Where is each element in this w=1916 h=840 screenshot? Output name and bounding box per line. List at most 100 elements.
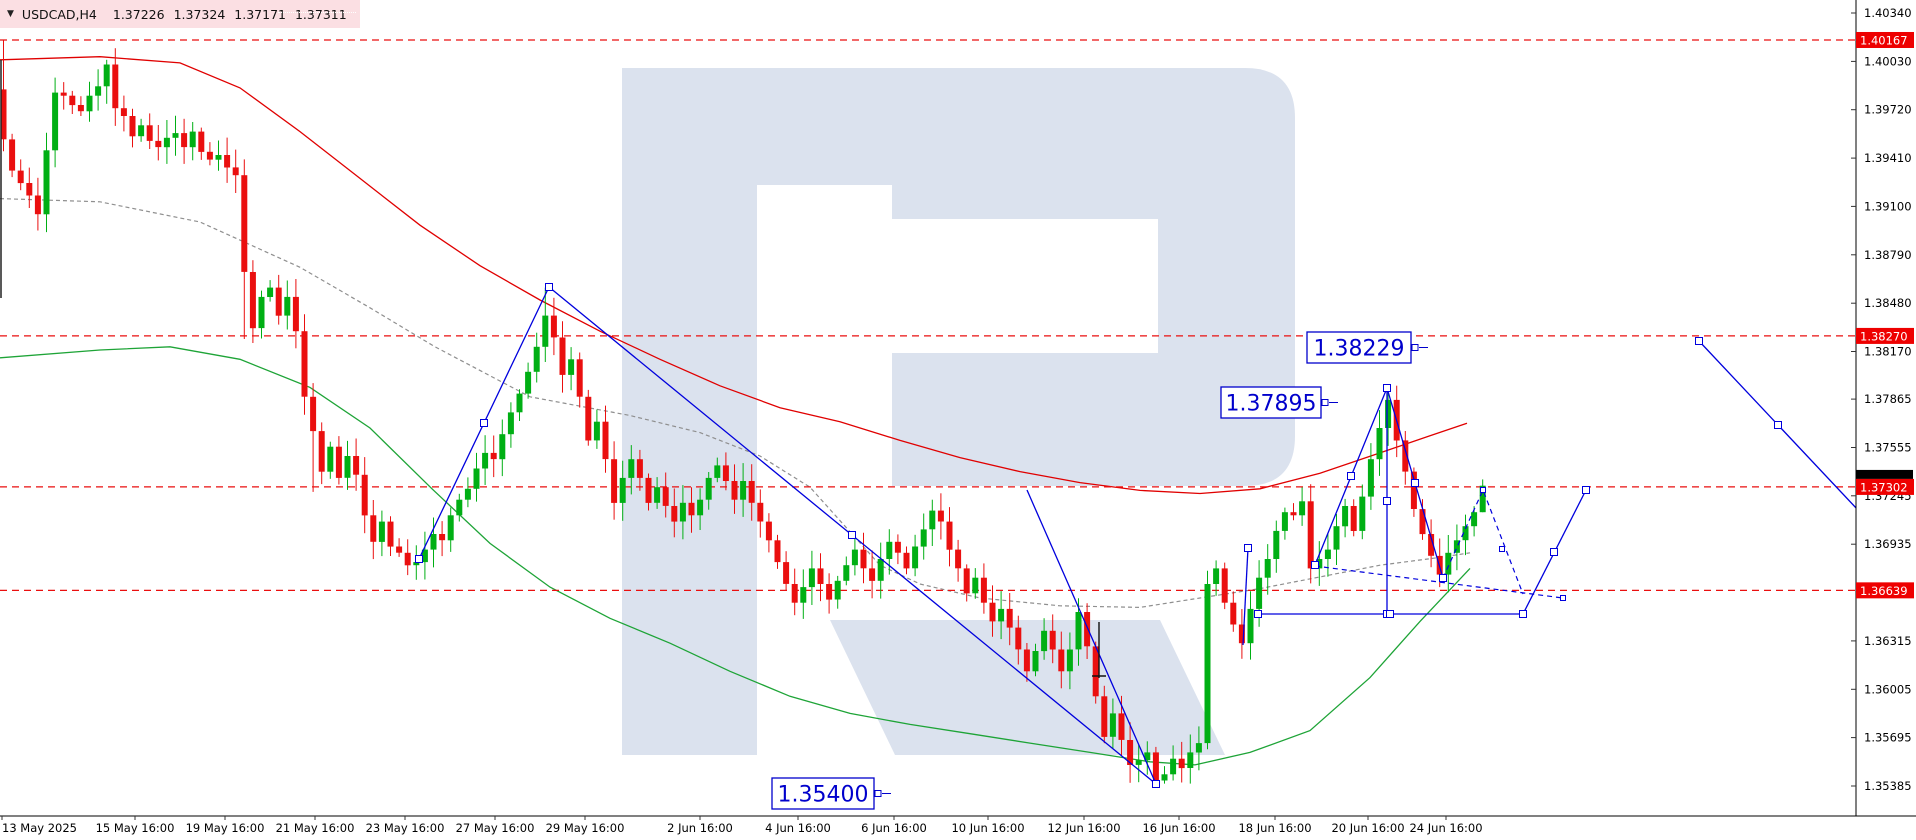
price-levels[interactable] [0,39,1856,592]
candle-body [43,150,50,215]
candle-body [1152,752,1159,781]
drawing-handle[interactable] [1152,780,1160,788]
drawing-handle[interactable] [1550,548,1558,556]
candle-body [740,481,747,500]
drawing-handle[interactable] [1386,610,1394,618]
candle-body [1187,752,1194,768]
drawing-handle[interactable] [1347,472,1355,480]
candle-body [998,608,1005,622]
price-tag-handle[interactable] [1411,344,1419,351]
y-tick-label: 1.35385 [1864,779,1912,793]
ohlc-strip: ▼ USDCAD,H4 1.37226 1.37324 1.37171 1.37… [0,0,360,28]
candle-body [189,131,196,148]
candle-body [198,131,205,152]
candle-body [1256,577,1263,609]
candle-body [1032,651,1039,672]
candles [0,39,1486,784]
candle-body [1299,501,1306,516]
candle-body [1273,530,1280,559]
drawing-handle[interactable] [545,283,553,291]
drawing-handle[interactable] [1774,421,1782,429]
short-line[interactable] [1242,547,1249,646]
candle-body [955,549,962,569]
y-tick-label: 1.36315 [1864,634,1912,648]
x-tick-label: 6 Jun 16:00 [861,821,927,835]
candle-body [1333,526,1340,550]
x-tick-label: 19 May 16:00 [186,821,265,835]
candle-body [1170,758,1177,775]
time-axis[interactable]: 13 May 2025 15 May 16:00 19 May 16:00 21 Ma… [0,815,1916,840]
candle-body [1445,552,1452,575]
candle-body [774,540,781,563]
candle-body [869,568,876,581]
candle-body [679,502,686,522]
candle-body [1238,624,1245,644]
candle-body [1453,540,1460,553]
level-price-badge [1856,478,1914,495]
candle-body [464,488,471,500]
drawing-handle[interactable] [1560,595,1566,601]
candle-body [129,116,136,137]
y-tick-label: 1.37555 [1864,441,1912,455]
watermark-top-bar [757,68,892,185]
candle-body [275,287,282,316]
drawing-handle[interactable] [1499,546,1505,552]
x-tick-label: 29 May 16:00 [546,821,625,835]
watermark-leg [830,620,1225,755]
candle-body [628,459,635,478]
level-price-badge-text: 1.40167 [1860,33,1908,47]
drawing-handle[interactable] [1254,610,1262,618]
price-tag-handle[interactable] [1321,399,1329,406]
drawing-handle[interactable] [1480,487,1486,493]
candle-body [903,552,910,569]
steep-trend-line[interactable] [1026,489,1157,785]
drawing-handle[interactable] [1244,544,1252,552]
candle-body [112,64,119,109]
drawing-handle[interactable] [1311,561,1319,569]
candle-body [181,133,188,148]
candle-body [843,565,850,581]
drawing-handle[interactable] [480,419,488,427]
price-tag-box[interactable] [771,777,875,810]
time-axis-bg[interactable] [0,816,1916,840]
drawing-handle[interactable] [848,531,856,539]
candle-body [335,446,342,478]
price-tag-1.35400[interactable]: 1.35400 [771,777,891,810]
drawing-handle[interactable] [1411,479,1419,487]
candle-body [1161,774,1168,781]
cross-marker[interactable] [1092,622,1106,678]
candle-body [722,465,729,481]
x-tick-label: 15 May 16:00 [96,821,175,835]
candle-body [26,183,33,196]
candle-body [34,195,41,215]
candle-body [0,89,7,140]
drawing-handle[interactable] [1439,574,1447,582]
drawing-handle[interactable] [1519,610,1527,618]
chevron-down-icon[interactable]: ▼ [7,9,14,19]
price-tag-box[interactable] [1306,331,1412,364]
candle-body [920,529,927,547]
drawing-handle[interactable] [1582,486,1590,494]
price-tag-1.38229[interactable]: 1.38229 [1306,331,1428,364]
candle-body [817,568,824,584]
y-tick-label: 1.39720 [1864,103,1912,117]
price-tag-box[interactable] [1220,386,1322,419]
price-tag-1.37895[interactable]: 1.37895 [1220,386,1338,419]
candle-body [1015,627,1022,650]
x-tick-label: 13 May 2025 [2,821,77,835]
analysis-drawings[interactable] [415,283,1858,788]
open-value: 1.37226 [112,6,165,22]
drawing-handle[interactable] [1695,337,1703,345]
drawing-handle[interactable] [1383,384,1391,392]
drawing-handle[interactable] [415,555,423,563]
drawing-handle[interactable] [1383,497,1391,505]
price-axis-bg[interactable] [1856,0,1916,840]
x-tick-label: 24 Jun 16:00 [1409,821,1482,835]
candle-body [748,481,755,503]
pennant-support-line[interactable] [1314,565,1564,599]
candle-body [783,562,790,584]
price-axis[interactable]: 1.40340 1.40030 1.39720 1.39410 1.39100 1.387… [1851,0,1916,840]
level-price-badge-text: 1.36639 [1860,584,1908,598]
price-tag-handle[interactable] [874,790,882,797]
